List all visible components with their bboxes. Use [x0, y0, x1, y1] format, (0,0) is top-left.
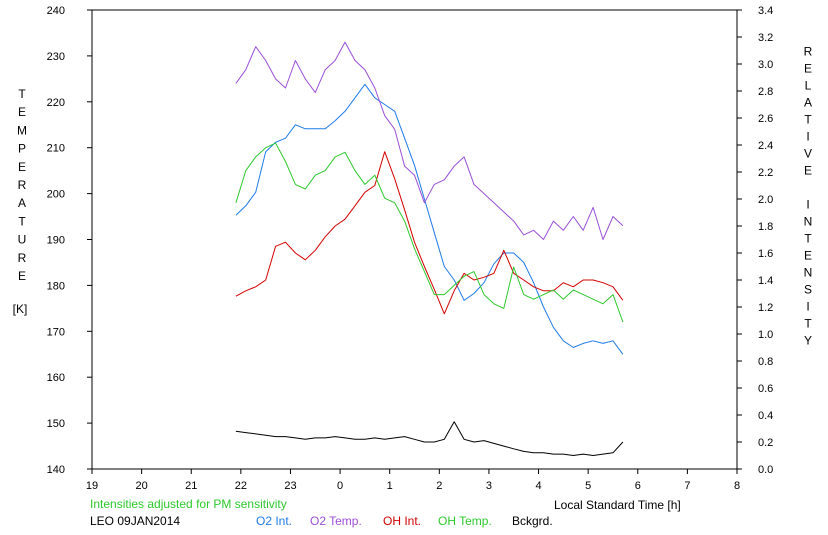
x-tick-label: 6	[635, 480, 641, 492]
y-right-tick-label: 3.2	[758, 32, 773, 44]
y-right-tick-label: 2.6	[758, 113, 773, 125]
x-tick-label: 4	[535, 480, 541, 492]
y-right-tick-label: 2.4	[758, 140, 773, 152]
x-tick-label: 1	[387, 480, 393, 492]
y-right-tick-label: 3.4	[758, 5, 773, 17]
series-layer	[235, 41, 624, 456]
y-right-tick-label: 0.4	[758, 410, 773, 422]
x-tick-label: 5	[585, 480, 591, 492]
y-left-tick-label: 240	[47, 5, 65, 17]
y-right-tick-label: 0.6	[758, 383, 773, 395]
y-right-tick-label: 1.0	[758, 329, 773, 341]
y-right-tick-label: 2.0	[758, 194, 773, 206]
series-line-o2-int	[235, 83, 624, 355]
x-tick-label: 23	[284, 480, 296, 492]
y-right-tick-label: 1.8	[758, 221, 773, 233]
legend-item-oh-int: OH Int.	[383, 514, 421, 528]
y-right-tick-label: 1.6	[758, 248, 773, 260]
x-axis-label: Local Standard Time [h]	[554, 498, 681, 512]
y-left-tick-label: 180	[47, 280, 65, 292]
y-left-tick-label: 230	[47, 51, 65, 63]
y-left-tick-label: 160	[47, 372, 65, 384]
y-left-tick-label: 170	[47, 326, 65, 338]
series-line-oh-temp	[235, 142, 624, 323]
y-left-tick-label: 140	[47, 464, 65, 476]
x-tick-label: 21	[185, 480, 197, 492]
y-left-tick-label: 200	[47, 189, 65, 201]
y-left-tick-label: 220	[47, 97, 65, 109]
y-right-tick-label: 0.2	[758, 437, 773, 449]
x-tick-label: 22	[235, 480, 247, 492]
y-right-tick-label: 1.2	[758, 302, 773, 314]
y-right-tick-label: 0.8	[758, 356, 773, 368]
sensitivity-note: Intensities adjusted for PM sensitivity	[90, 497, 287, 511]
y-right-tick-label: 2.2	[758, 167, 773, 179]
x-tick-label: 7	[684, 480, 690, 492]
y-right-tick-label: 3.0	[758, 59, 773, 71]
legend: O2 Int. O2 Temp. OH Int. OH Temp. Bckgrd.	[256, 514, 553, 528]
y-left-axis: 140 150 160 170 180 190 200 210 220 230 240	[47, 5, 92, 476]
y-left-tick-label: 190	[47, 235, 65, 247]
series-line-bckgrd	[235, 421, 624, 456]
y-right-tick-label: 0.0	[758, 464, 773, 476]
y-right-axis: 0.0 0.2 0.4 0.6 0.8 1.0 1.2 1.4 1.6 1.8 2.0 2.2 2.4 2…	[737, 5, 773, 476]
series-line-o2-temp	[235, 41, 624, 240]
legend-item-o2-temp: O2 Temp.	[310, 514, 362, 528]
x-tick-label: 0	[337, 480, 343, 492]
x-tick-label: 20	[135, 480, 147, 492]
y-axis-left-unit: [K]	[13, 302, 28, 316]
x-axis: 19 20 21 22 23 0 1 2 3 4 5 6 7 8	[86, 469, 740, 492]
x-tick-label: 19	[86, 480, 98, 492]
legend-item-o2-int: O2 Int.	[256, 514, 292, 528]
plot-frame	[91, 9, 738, 470]
station-date-label: LEO 09JAN2014	[90, 514, 180, 528]
legend-item-oh-temp: OH Temp.	[438, 514, 492, 528]
y-right-tick-label: 1.4	[758, 275, 773, 287]
x-tick-label: 8	[734, 480, 740, 492]
x-tick-label: 2	[436, 480, 442, 492]
y-left-tick-label: 210	[47, 143, 65, 155]
legend-item-bckgrd: Bckgrd.	[512, 514, 553, 528]
x-tick-label: 3	[486, 480, 492, 492]
y-right-tick-label: 2.8	[758, 86, 773, 98]
y-left-tick-label: 150	[47, 418, 65, 430]
series-line-oh-int	[235, 151, 624, 315]
